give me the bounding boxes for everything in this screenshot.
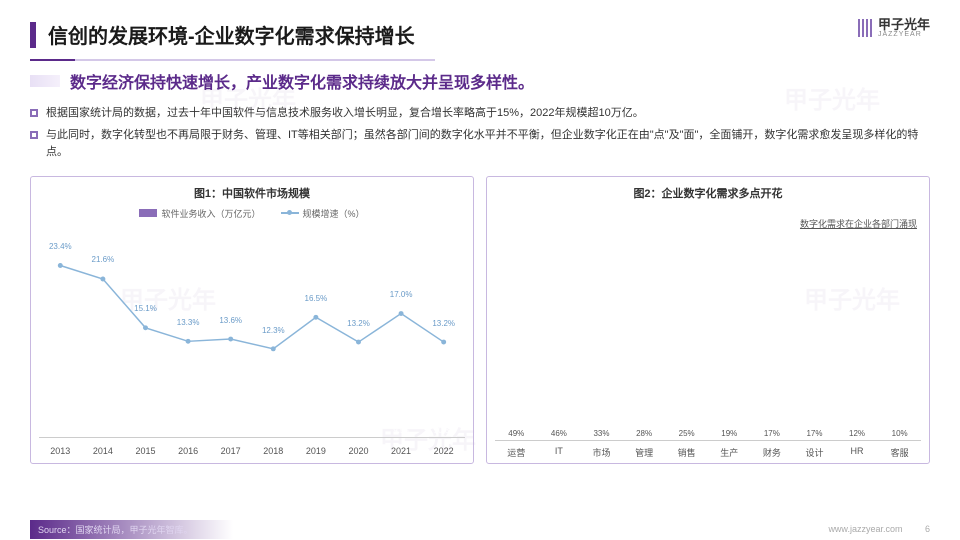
bullet-marker-icon xyxy=(30,131,38,139)
footer-source: Source：国家统计局，甲子光年智库。 xyxy=(30,520,233,539)
bullet-item: 与此同时，数字化转型也不再局限于财务、管理、IT等相关部门；虽然各部门间的数字化… xyxy=(30,127,930,162)
chart1-legend: 软件业务收入（万亿元） 规模增速（%） xyxy=(39,207,465,220)
footer-page: 6 xyxy=(925,524,930,534)
bullet-text: 根据国家统计局的数据，过去十年中国软件与信息技术服务收入增长明显，复合增长率略高… xyxy=(46,105,644,123)
footer: Source：国家统计局，甲子光年智库。 www.jazzyear.com 6 xyxy=(0,518,960,540)
legend-bar-swatch xyxy=(139,209,157,217)
title-bar: 信创的发展环境-企业数字化需求保持增长 xyxy=(0,0,960,59)
bullet-list: 根据国家统计局的数据，过去十年中国软件与信息技术服务收入增长明显，复合增长率略高… xyxy=(0,105,960,176)
logo-sub: JAZZYEAR xyxy=(878,31,930,38)
charts-row: 图1：中国软件市场规模 软件业务收入（万亿元） 规模增速（%） 3.063.72… xyxy=(0,176,960,464)
subtitle-wrap: 数字经济保持快速增长，产业数字化需求持续放大并呈现多样性。 xyxy=(30,69,930,93)
chart2-bars: 49%46%33%28%25%19%17%17%12%10% xyxy=(495,217,921,441)
legend-line: 规模增速（%） xyxy=(281,207,365,220)
logo-text: 甲子光年 xyxy=(878,18,930,31)
footer-url: www.jazzyear.com xyxy=(828,524,902,534)
subtitle-accent xyxy=(30,75,60,87)
chart2-title: 图2：企业数字化需求多点开花 xyxy=(495,185,921,201)
chart1-x-axis: 2013201420152016201720182019202020212022 xyxy=(39,446,465,456)
legend-bar: 软件业务收入（万亿元） xyxy=(139,207,260,220)
brand-logo: 甲子光年 JAZZYEAR xyxy=(858,18,930,38)
chart2-x-axis: 运营IT市场管理销售生产财务设计HR客服 xyxy=(495,446,921,459)
page-title: 信创的发展环境-企业数字化需求保持增长 xyxy=(48,20,415,49)
legend-line-swatch xyxy=(281,212,299,214)
bullet-marker-icon xyxy=(30,109,38,117)
chart1-title: 图1：中国软件市场规模 xyxy=(39,185,465,201)
bullet-text: 与此同时，数字化转型也不再局限于财务、管理、IT等相关部门；虽然各部门间的数字化… xyxy=(46,127,930,162)
chart1-panel: 图1：中国软件市场规模 软件业务收入（万亿元） 规模增速（%） 3.063.72… xyxy=(30,176,474,464)
legend-bar-label: 软件业务收入（万亿元） xyxy=(161,207,260,220)
chart1-line-overlay xyxy=(39,236,465,436)
chart2-panel: 图2：企业数字化需求多点开花 数字化需求在企业各部门涌现 49%46%33%28… xyxy=(486,176,930,464)
legend-line-label: 规模增速（%） xyxy=(303,207,365,220)
subtitle: 数字经济保持快速增长，产业数字化需求持续放大并呈现多样性。 xyxy=(70,69,534,93)
title-underline xyxy=(30,59,930,61)
logo-icon xyxy=(858,19,872,37)
chart1-area: 3.063.724.284.855.516.197.218.169.5510.8… xyxy=(39,226,465,456)
chart2-area: 49%46%33%28%25%19%17%17%12%10% 运营IT市场管理销… xyxy=(495,207,921,459)
title-accent xyxy=(30,22,36,48)
bullet-item: 根据国家统计局的数据，过去十年中国软件与信息技术服务收入增长明显，复合增长率略高… xyxy=(30,105,930,123)
